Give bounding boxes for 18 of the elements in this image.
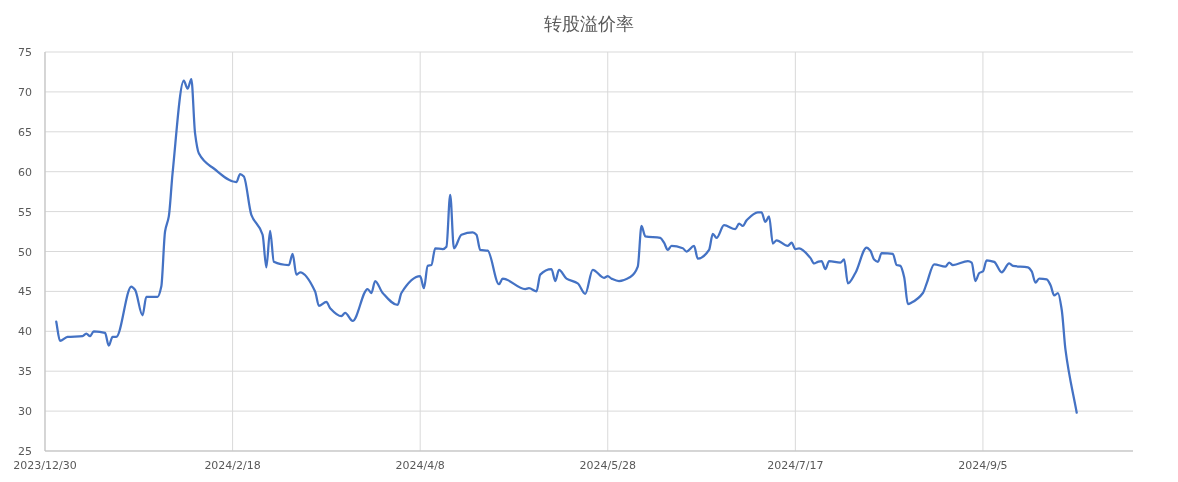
y-tick-label: 25 [18, 445, 32, 458]
x-tick-label: 2024/7/17 [767, 459, 824, 472]
y-tick-label: 50 [18, 245, 32, 259]
y-tick-label: 45 [18, 285, 32, 299]
y-tick-label: 75 [18, 46, 32, 59]
x-tick-label: 2024/4/8 [395, 459, 445, 472]
y-tick-label: 30 [18, 405, 32, 419]
x-tick-label: 2024/2/18 [204, 459, 261, 472]
y-tick-label: 60 [18, 165, 32, 179]
x-tick-label: 2024/5/28 [579, 459, 636, 472]
y-tick-label: 35 [18, 365, 32, 379]
x-tick-label: 2023/12/30 [13, 459, 77, 472]
y-tick-label: 40 [18, 325, 32, 339]
y-tick-label: 70 [18, 85, 32, 99]
chart-title: 转股溢价率 [544, 13, 634, 34]
x-tick-label: 2024/9/5 [958, 459, 1008, 472]
y-tick-label: 65 [18, 125, 32, 139]
y-tick-label: 55 [18, 205, 32, 219]
